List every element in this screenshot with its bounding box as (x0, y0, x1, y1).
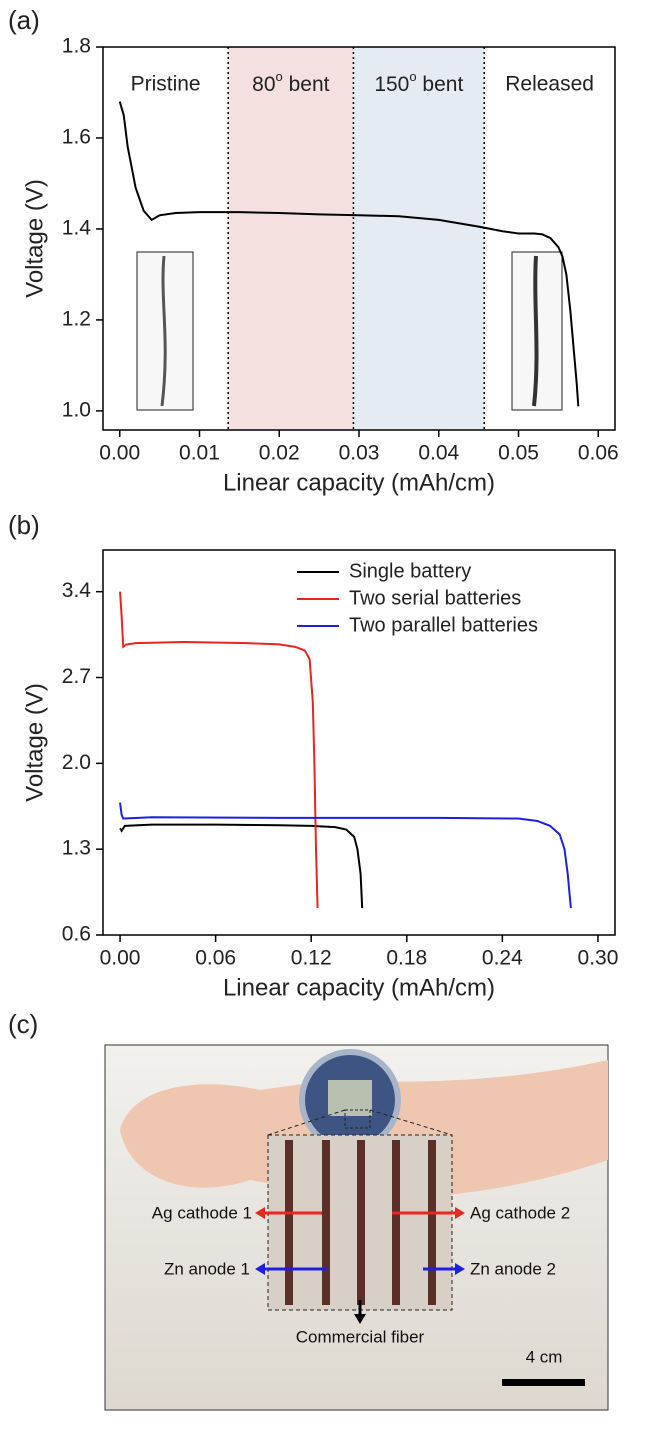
panel-label: (a) (8, 5, 40, 35)
legend-label: Two serial batteries (349, 587, 521, 609)
data-line (119, 823, 364, 909)
data-line (119, 802, 572, 909)
y-tick-label: 1.4 (62, 216, 92, 239)
legend-label: Two parallel batteries (349, 614, 538, 636)
x-tick-label: 0.00 (100, 947, 141, 970)
y-axis-label: Voltage (V) (21, 179, 48, 298)
data-line (119, 591, 319, 909)
photo-label: Ag cathode 2 (470, 1203, 570, 1222)
region-label-part: bent (283, 73, 330, 96)
y-tick-label: 3.4 (62, 579, 92, 602)
scale-label: 4 cm (526, 1347, 563, 1366)
x-tick-label: 0.02 (259, 442, 300, 465)
x-tick-label: 0.30 (578, 947, 619, 970)
photo-label: Commercial fiber (296, 1327, 425, 1346)
x-tick-label: 0.03 (339, 442, 380, 465)
region-label: Pristine (131, 73, 201, 96)
legend-label: Single battery (349, 560, 471, 582)
region-label: 80o bent (252, 69, 329, 96)
y-axis-label: Voltage (V) (21, 683, 48, 802)
plot-frame (102, 549, 616, 936)
region (353, 47, 485, 430)
region-label-part: 80 (252, 73, 275, 96)
photo-label: Zn anode 1 (164, 1259, 250, 1278)
photo (104, 1044, 609, 1411)
y-tick-label: 0.6 (62, 923, 91, 946)
photo-label: Ag cathode 1 (152, 1203, 252, 1222)
x-tick-label: 0.05 (498, 442, 539, 465)
region-label: 150o bent (374, 69, 463, 96)
region-label-part: o (276, 69, 283, 84)
y-tick-label: 2.0 (62, 751, 91, 774)
data-line (118, 101, 580, 407)
photo-label: Zn anode 2 (470, 1259, 556, 1278)
x-tick-label: 0.06 (578, 442, 619, 465)
x-tick-label: 0.04 (418, 442, 459, 465)
y-tick-label: 1.2 (62, 307, 91, 330)
region-label: Released (505, 73, 594, 96)
y-tick-label: 1.3 (62, 837, 91, 860)
x-tick-label: 0.24 (482, 947, 523, 970)
x-axis-label: Linear capacity (mAh/cm) (223, 469, 495, 496)
x-tick-label: 0.18 (386, 947, 427, 970)
region (228, 47, 354, 430)
y-tick-label: 1.0 (62, 398, 91, 421)
y-tick-label: 1.8 (62, 35, 91, 58)
x-axis-label: Linear capacity (mAh/cm) (223, 974, 495, 1001)
x-tick-label: 0.01 (179, 442, 220, 465)
panel-label: (c) (8, 1009, 38, 1039)
y-tick-label: 2.7 (62, 665, 91, 688)
panel-label: (b) (8, 510, 40, 540)
region-label-part: o (409, 69, 416, 84)
x-tick-label: 0.06 (195, 947, 236, 970)
x-tick-label: 0.12 (291, 947, 332, 970)
y-tick-label: 1.6 (62, 126, 91, 149)
region-label-part: 150 (374, 73, 409, 96)
x-tick-label: 0.00 (99, 442, 140, 465)
region-label-part: bent (417, 73, 464, 96)
